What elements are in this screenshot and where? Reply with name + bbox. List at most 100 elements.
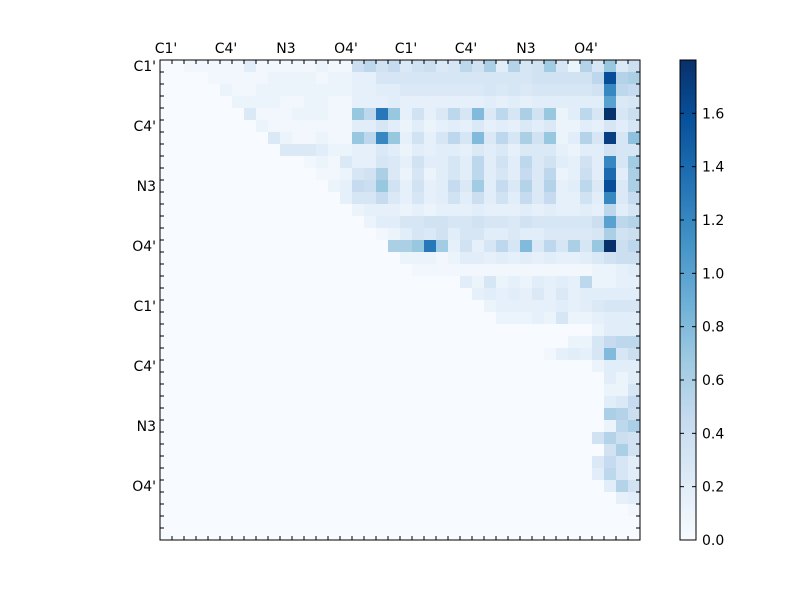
heatmap-cell (448, 432, 461, 445)
heatmap-cell (424, 120, 437, 133)
heatmap-cell (232, 492, 245, 505)
heatmap-cell (544, 372, 557, 385)
heatmap-cell (400, 492, 413, 505)
heatmap-cell (280, 468, 293, 481)
heatmap-cell (616, 252, 629, 265)
heatmap-cell (328, 312, 341, 325)
heatmap-cell (448, 324, 461, 337)
heatmap-cell (304, 72, 317, 85)
heatmap-cell (460, 168, 473, 181)
heatmap-cell (352, 120, 365, 133)
heatmap-cell (472, 192, 485, 205)
heatmap-cell (472, 528, 485, 541)
heatmap-cell (556, 504, 569, 517)
heatmap-cell (472, 156, 485, 169)
heatmap-cell (460, 468, 473, 481)
heatmap-cell (256, 180, 269, 193)
heatmap-cell (544, 180, 557, 193)
heatmap-cell (292, 84, 305, 97)
heatmap-cell (316, 372, 329, 385)
heatmap-cell (340, 288, 353, 301)
heatmap-cell (592, 72, 605, 85)
heatmap-cell (184, 180, 197, 193)
heatmap-cell (364, 432, 377, 445)
heatmap-cell (532, 156, 545, 169)
heatmap-cell (520, 60, 533, 73)
heatmap-cell (448, 300, 461, 313)
heatmap-cell (508, 108, 521, 121)
heatmap-cell (484, 384, 497, 397)
heatmap-cell (364, 60, 377, 73)
heatmap-cell (364, 360, 377, 373)
heatmap-cell (340, 468, 353, 481)
heatmap-cell (604, 384, 617, 397)
heatmap-cell (304, 216, 317, 229)
heatmap-cell (220, 504, 233, 517)
heatmap-cell (172, 192, 185, 205)
heatmap-cell (184, 408, 197, 421)
heatmap-cell (508, 348, 521, 361)
heatmap-cell (604, 96, 617, 109)
heatmap-cell (256, 288, 269, 301)
heatmap-cell (556, 468, 569, 481)
heatmap-cell (592, 420, 605, 433)
heatmap-cell (628, 60, 641, 73)
heatmap-cell (448, 168, 461, 181)
heatmap-cell (544, 72, 557, 85)
heatmap-cell (424, 192, 437, 205)
heatmap-cell (592, 432, 605, 445)
heatmap-cell (472, 372, 485, 385)
heatmap-cell (496, 324, 509, 337)
heatmap-cell (460, 372, 473, 385)
heatmap-cell (268, 264, 281, 277)
heatmap-cell (292, 288, 305, 301)
heatmap-cell (628, 528, 641, 541)
heatmap-cell (604, 192, 617, 205)
heatmap-cell (580, 456, 593, 469)
heatmap-cell (460, 72, 473, 85)
heatmap-cell (220, 168, 233, 181)
heatmap-cell (544, 192, 557, 205)
heatmap-cell (544, 120, 557, 133)
heatmap-cell (304, 132, 317, 145)
heatmap-cell (448, 156, 461, 169)
heatmap-cell (232, 312, 245, 325)
heatmap-cell (520, 300, 533, 313)
heatmap-cell (508, 312, 521, 325)
heatmap-cell (448, 252, 461, 265)
colorbar-gradient (679, 59, 697, 541)
heatmap-cell (256, 336, 269, 349)
heatmap-cell (520, 144, 533, 157)
heatmap-cell (340, 240, 353, 253)
heatmap-cell (412, 456, 425, 469)
heatmap-cell (280, 396, 293, 409)
heatmap-cell (628, 180, 641, 193)
heatmap-cell (532, 348, 545, 361)
heatmap-cell (280, 360, 293, 373)
heatmap-cell (556, 144, 569, 157)
heatmap-cell (616, 420, 629, 433)
heatmap-cell (256, 108, 269, 121)
heatmap-cell (592, 408, 605, 421)
heatmap-cell (208, 360, 221, 373)
heatmap-cell (172, 276, 185, 289)
heatmap-cell (484, 240, 497, 253)
heatmap-cell (160, 516, 173, 529)
heatmap-cell (616, 60, 629, 73)
heatmap-cell (400, 96, 413, 109)
heatmap-cell (268, 360, 281, 373)
heatmap-cell (316, 144, 329, 157)
heatmap-cell (352, 384, 365, 397)
heatmap-cell (304, 492, 317, 505)
heatmap-cell (496, 468, 509, 481)
heatmap-cell (280, 480, 293, 493)
heatmap-cell (244, 156, 257, 169)
heatmap-cell (340, 144, 353, 157)
heatmap-cell (172, 492, 185, 505)
heatmap-cell (244, 264, 257, 277)
heatmap-cell (400, 300, 413, 313)
heatmap-cell (496, 276, 509, 289)
heatmap-cell (220, 312, 233, 325)
heatmap-cell (292, 336, 305, 349)
heatmap-cell (400, 324, 413, 337)
